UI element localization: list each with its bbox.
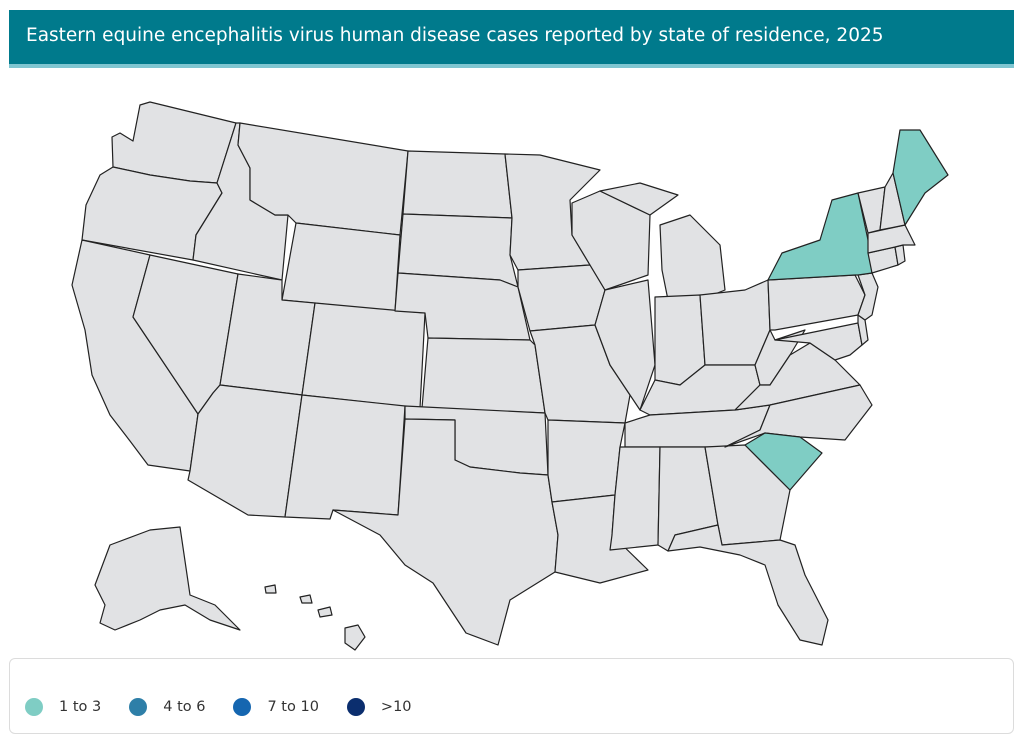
state-illinois[interactable] (594, 279, 656, 411)
legend-label: >10 (380, 699, 412, 715)
state-arkansas[interactable] (547, 419, 626, 503)
states-layer (71, 101, 949, 651)
legend-item[interactable]: 1 to 3 (25, 698, 101, 716)
state-new-jersey[interactable] (857, 272, 879, 321)
legend-swatch-icon (25, 698, 43, 716)
us-map (0, 75, 1024, 660)
legend-label: 1 to 3 (59, 699, 102, 715)
page-title: Eastern equine encephalitis virus human … (26, 25, 884, 46)
legend-swatch-icon (129, 698, 148, 716)
state-montana[interactable] (237, 122, 409, 236)
state-arizona[interactable] (187, 384, 303, 518)
legend-label: 7 to 10 (267, 699, 319, 715)
state-south-carolina[interactable] (744, 432, 823, 491)
legend-swatch-icon (346, 698, 365, 716)
state-hawaii[interactable] (264, 584, 366, 651)
legend-swatch-icon (233, 698, 252, 716)
legend-items: 1 to 3 4 to 6 7 to 10 >10 (25, 698, 440, 716)
state-new-mexico[interactable] (284, 394, 406, 520)
page-header: Eastern equine encephalitis virus human … (9, 10, 1014, 68)
state-iowa[interactable] (517, 264, 606, 332)
map-legend: 1 to 3 4 to 6 7 to 10 >10 (9, 658, 1014, 734)
state-florida[interactable] (667, 524, 829, 646)
state-alaska[interactable] (94, 526, 241, 631)
legend-item[interactable]: 4 to 6 (129, 698, 205, 716)
us-map-svg (71, 101, 949, 651)
state-new-york[interactable] (767, 192, 873, 281)
state-kansas[interactable] (421, 337, 546, 414)
state-colorado[interactable] (301, 302, 426, 409)
legend-item[interactable]: 7 to 10 (233, 698, 319, 716)
state-north-dakota[interactable] (402, 150, 513, 219)
legend-item[interactable]: >10 (346, 698, 412, 716)
state-wyoming[interactable] (281, 222, 401, 312)
legend-label: 4 to 6 (163, 699, 206, 715)
state-pennsylvania[interactable] (767, 274, 866, 331)
state-texas[interactable] (332, 418, 559, 646)
state-maine[interactable] (892, 129, 949, 226)
